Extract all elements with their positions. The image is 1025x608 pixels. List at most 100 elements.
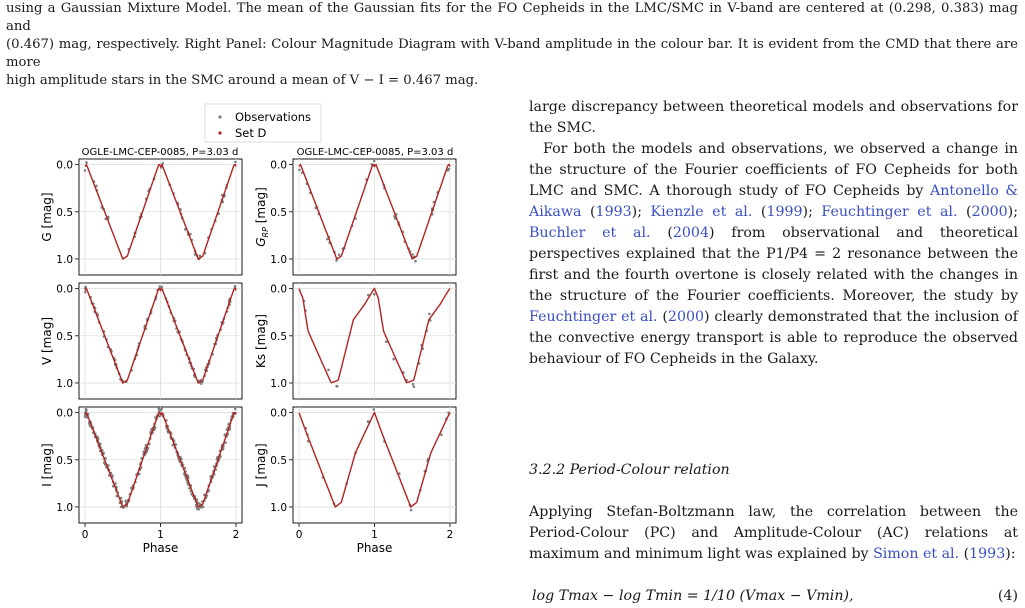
y-tick-label-Ks: 0.5 [270,331,287,343]
obs-point-I [160,407,163,411]
citation-link[interactable]: Feuchtinger et al. [821,204,958,220]
obs-point-I [157,407,161,411]
subsection-heading: 3.2.2 Period-Colour relation [529,462,730,478]
y-axis-label-G: G [mag] [40,192,54,241]
citation-link[interactable]: Antonello & Aikawa [529,183,1018,220]
legend-box [204,103,322,143]
obs-point-I [233,407,237,411]
light-curve-plots: Observations Set D OGLE-LMC-CEP-0085, P=3.… [40,103,457,555]
legend-obs-marker [218,115,222,119]
x-tick-label-J: 2 [447,529,454,541]
obs-point-GRP [337,253,341,257]
text-run: Applying Stefan-Boltzmann law, the corre… [529,504,1018,562]
obs-point-I [114,482,117,485]
obs-point-V [233,285,237,289]
panel-title-right: OGLE-LMC-CEP-0085, P=3.03 d [297,147,454,158]
body-text-2: Applying Stefan-Boltzmann law, the corre… [529,502,1018,565]
body-text: large discrepancy between theoretical mo… [529,97,1018,370]
obs-point-I [124,499,128,503]
obs-point-V [84,290,87,294]
obs-point-Ks [367,293,370,297]
citation-year-link[interactable]: 2000 [971,204,1008,220]
y-axis-label-V: V [mag] [40,317,54,365]
y-tick-label-J: 0.5 [270,455,287,467]
y-axis-label-Ks: Ks [mag] [254,314,268,368]
model-curve-I [84,411,237,509]
legend-obs-label: Observations [235,110,311,124]
y-tick-label-J: 1.0 [270,502,287,514]
y-tick-label-I: 0.0 [56,408,73,420]
y-tick-label-V: 0.0 [56,284,73,296]
obs-point-Ks [327,368,330,372]
figure-caption: using a Gaussian Mixture Model. The mean… [6,0,1018,90]
y-tick-label-Ks: 1.0 [270,378,287,390]
obs-point-Ks [412,385,416,389]
citation-year-link[interactable]: 2004 [672,225,709,241]
obs-point-J [440,433,443,437]
caption-line: (0.467) mag, respectively. Right Panel: … [6,37,1018,70]
obs-point-I [111,484,115,488]
obs-point-GRP [326,237,329,241]
citation-link[interactable]: Feuchtinger et al. [529,309,658,325]
x-axis-label: Phase [143,541,179,555]
obs-point-J [409,508,413,512]
legend-model-label: Set D [235,126,267,140]
y-axis-label-I: I [mag] [40,443,54,486]
model-curve-GRP [298,163,451,261]
obs-point-G [95,184,98,188]
obs-point-V [158,285,161,288]
y-tick-label-V: 1.0 [56,378,73,390]
obs-point-GRP [335,259,338,262]
y-tick-label-G: 1.0 [56,254,73,266]
citation-link[interactable]: Buchler et al. [529,225,651,241]
equation-number: (4) [997,588,1018,604]
obs-point-V [160,285,164,289]
obs-point-I [190,493,193,496]
obs-point-Ks [392,357,396,361]
y-tick-label-I: 1.0 [56,502,73,514]
x-tick-label-J: 1 [371,529,378,541]
obs-point-GRP [446,169,450,172]
citation-year-link[interactable]: 1993 [595,204,632,220]
y-tick-label-GRP: 0.5 [270,207,287,219]
y-axis-label-GRP: GRP [mag] [254,187,270,247]
paragraph: For both the models and observations, we… [529,141,1018,367]
x-tick-label-J: 0 [296,529,303,541]
text-run: from observational and theoretical persp… [529,225,1018,304]
model-curve-V [84,287,237,385]
obs-point-I [85,408,88,412]
paragraph: Applying Stefan-Boltzmann law, the corre… [529,504,1018,562]
obs-point-Ks [373,292,376,296]
obs-point-GRP [372,159,376,163]
x-tick-label-I: 2 [233,529,240,541]
obs-point-GRP [298,168,301,172]
citation-link[interactable]: Kienzle et al. [650,204,753,220]
x-tick-label-I: 0 [82,529,89,541]
x-tick-label-I: 1 [157,529,164,541]
text-run: clearly demonstrated that the inclusion … [529,309,1018,367]
obs-point-Ks [411,382,415,386]
y-tick-label-G: 0.5 [56,207,73,219]
citation-year-link[interactable]: 1993 [969,546,1006,562]
obs-point-I [83,415,87,419]
text-run: : [1010,546,1016,562]
model-curve-G [84,163,237,261]
obs-point-G [85,161,88,164]
obs-point-G [83,169,87,172]
obs-point-V [200,382,203,385]
y-tick-label-GRP: 0.0 [270,160,287,172]
light-curve-figure: Observations Set D OGLE-LMC-CEP-0085, P=3.… [0,100,480,590]
citation-year-link[interactable]: 1999 [766,204,803,220]
text-run: For both the models and observations, we… [529,141,1018,199]
y-tick-label-V: 0.5 [56,331,73,343]
obs-point-GRP [414,259,417,263]
citation-year-link[interactable]: 2000 [667,309,705,325]
y-tick-label-GRP: 1.0 [270,254,287,266]
equation-body: log Tmax − log Tmin = 1/10 (Vmax − Vmin)… [532,588,854,604]
obs-point-G [234,160,237,164]
paragraph: large discrepancy between theoretical mo… [529,99,1018,136]
caption-line: using a Gaussian Mixture Model. The mean… [6,1,1018,34]
citation-link[interactable]: Simon et al. [873,546,960,562]
panel-title-left: OGLE-LMC-CEP-0085, P=3.03 d [82,147,239,158]
obs-point-Ks [428,312,431,316]
